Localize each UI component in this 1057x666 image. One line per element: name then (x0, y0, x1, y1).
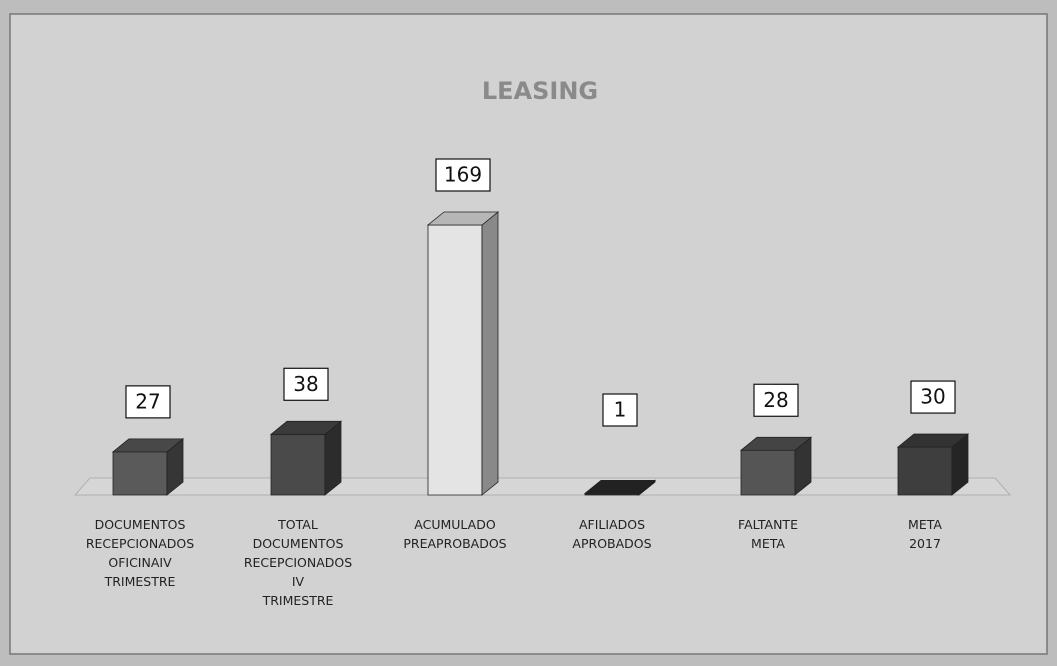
bar-front (270, 433, 326, 496)
data-label-box (910, 380, 956, 414)
bar-side (481, 211, 499, 496)
data-label: 27 (135, 389, 160, 413)
data-label-box (602, 393, 638, 427)
bar-front (112, 451, 168, 496)
bar-front (897, 446, 953, 496)
bar (739, 436, 813, 496)
data-label-box (125, 385, 171, 419)
bar-top (426, 211, 500, 226)
bar (426, 211, 500, 496)
category-label: AFILIADOS APROBADOS (572, 517, 652, 551)
floor (73, 477, 1012, 496)
data-label-box (435, 158, 491, 192)
bar (111, 438, 185, 496)
data-label: 1 (614, 398, 627, 422)
chart-title: LEASING (482, 77, 598, 105)
category-label: META 2017 (908, 517, 942, 551)
bar (583, 479, 657, 496)
bar-top (111, 438, 185, 453)
data-label: 30 (920, 385, 945, 409)
bar-front (427, 224, 483, 496)
data-label: 28 (763, 388, 788, 412)
data-label: 38 (293, 372, 318, 396)
bar-top (583, 480, 657, 494)
category-label: TOTAL DOCUMENTOS RECEPCIONADOS IV TRIMES… (243, 517, 353, 608)
data-label-box (753, 383, 799, 417)
bar-top (739, 436, 813, 451)
data-label-box (283, 367, 329, 401)
bar-top (896, 433, 970, 448)
chart-frame (9, 13, 1048, 655)
category-label: DOCUMENTOS RECEPCIONADOS OFICINAIV TRIME… (85, 517, 195, 589)
bar (896, 433, 970, 496)
bar (269, 420, 343, 496)
bar-front (740, 449, 796, 496)
data-label: 169 (444, 163, 482, 187)
category-label: FALTANTE META (738, 517, 798, 551)
category-label: ACUMULADO PREAPROBADOS (403, 517, 507, 551)
bar-top (269, 420, 343, 435)
